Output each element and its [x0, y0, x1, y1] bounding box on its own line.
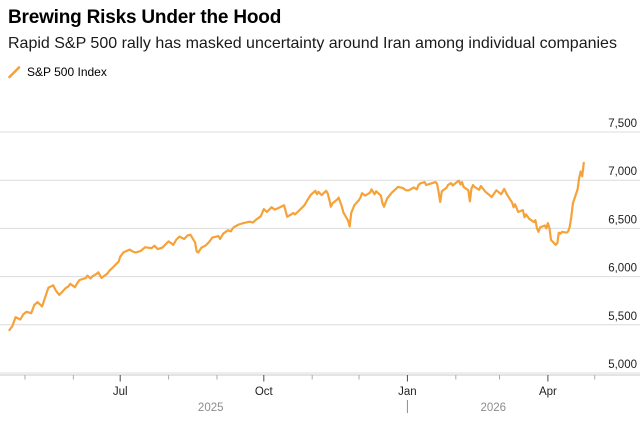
y-axis-label: 7,000 — [608, 166, 637, 178]
x-axis-label: Apr — [539, 386, 557, 398]
sp500-series-line — [8, 161, 585, 332]
chart-title: Brewing Risks Under the Hood — [8, 7, 282, 28]
y-axis-label: 5,500 — [608, 311, 637, 323]
legend: S&P 500 Index — [0, 54, 640, 79]
x-axis-label: Jan — [398, 386, 417, 398]
y-axis-label: 7,500 — [608, 118, 637, 130]
x-axis-label: Jul — [113, 386, 128, 398]
x-axis-label: Oct — [255, 386, 274, 398]
legend-series-label: S&P 500 Index — [27, 65, 107, 79]
year-label: 2026 — [480, 402, 506, 414]
chart-subtitle: Rapid S&P 500 rally has masked uncertain… — [8, 35, 617, 52]
y-axis-label: 5,000 — [608, 359, 637, 371]
year-label: 2025 — [198, 402, 224, 414]
sp500-line-chart[interactable]: 5,000 5,500 6,000 6,500 7,000 7,500 Jul Oct Jan A… — [0, 110, 640, 425]
series-marker-slash-icon — [8, 65, 21, 78]
y-axis-label: 6,500 — [608, 214, 637, 226]
y-axis-label: 6,000 — [608, 263, 637, 275]
